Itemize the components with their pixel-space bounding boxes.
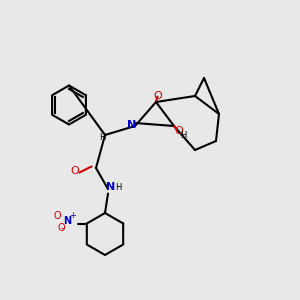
Text: O: O	[58, 223, 65, 233]
Text: H: H	[115, 183, 122, 192]
Text: H: H	[99, 133, 105, 142]
Text: +: +	[69, 211, 76, 220]
Text: -: -	[60, 223, 64, 233]
Text: O: O	[70, 166, 80, 176]
Text: O: O	[153, 91, 162, 101]
Text: N: N	[127, 119, 136, 130]
Text: O: O	[174, 125, 183, 136]
Text: N: N	[63, 215, 71, 226]
Text: N: N	[106, 182, 116, 193]
Text: O: O	[53, 211, 61, 221]
Text: H: H	[180, 130, 186, 140]
